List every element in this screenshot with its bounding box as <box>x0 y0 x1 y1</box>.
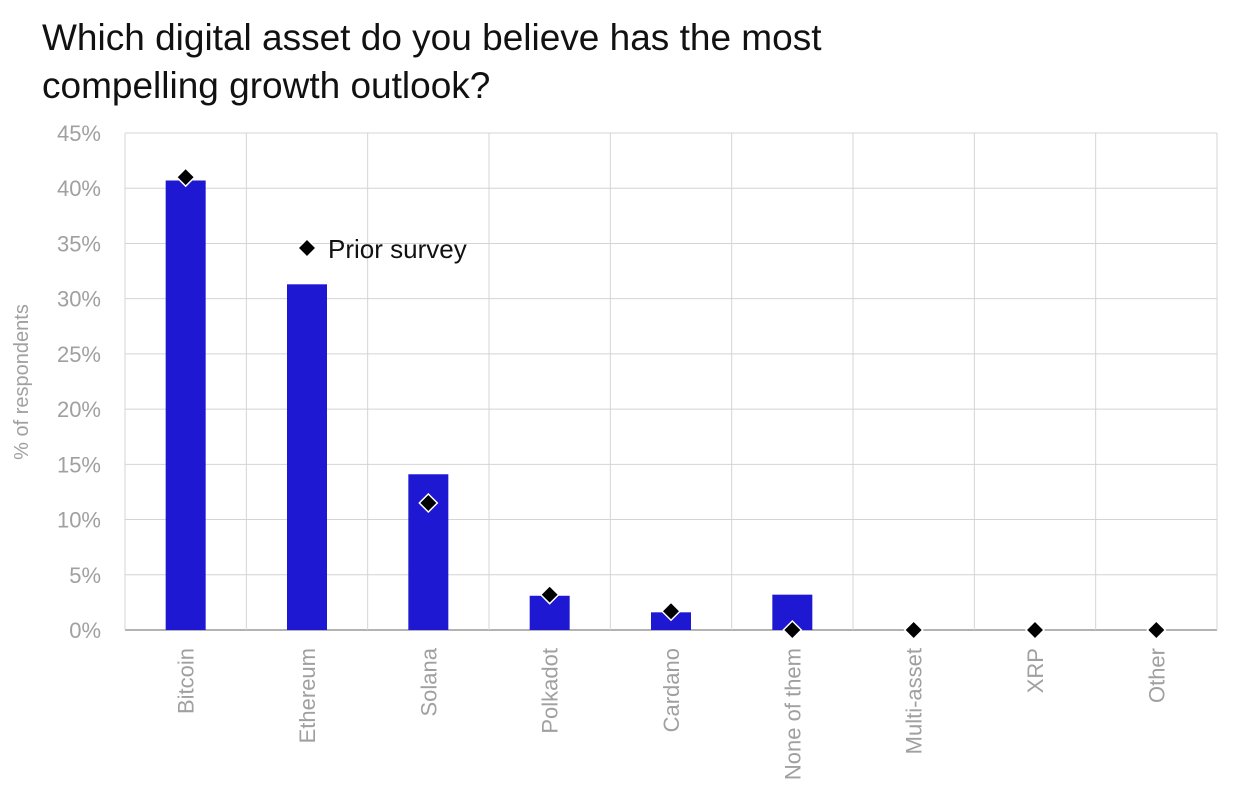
prior-survey-marker <box>1146 619 1167 641</box>
bar-bitcoin <box>165 180 206 631</box>
y-tick-label: 5% <box>69 563 101 588</box>
x-tick-label: None of them <box>780 648 805 780</box>
x-tick-label: Ethereum <box>295 648 320 743</box>
y-tick-label: 45% <box>57 121 101 146</box>
prior-survey-marker <box>1024 619 1046 641</box>
x-tick-label: Bitcoin <box>174 648 199 714</box>
x-tick-label: Other <box>1144 648 1169 703</box>
y-tick-label: 15% <box>57 452 101 477</box>
prior-survey-marker <box>418 492 439 514</box>
x-tick-label: Cardano <box>659 648 684 732</box>
x-tick-label: Multi-asset <box>902 648 927 754</box>
prior-survey-markers <box>175 167 1167 641</box>
legend-diamond-marker <box>296 237 318 259</box>
y-tick-label: 40% <box>57 176 101 201</box>
x-tick-label: Polkadot <box>538 648 563 734</box>
y-tick-label: 30% <box>57 287 101 312</box>
prior-survey-marker <box>782 619 803 641</box>
x-tick-label: Solana <box>416 647 441 716</box>
x-tick-label: XRP <box>1023 648 1048 693</box>
prior-survey-marker <box>175 167 196 188</box>
legend-label: Prior survey <box>328 234 467 264</box>
x-axis-labels: Bitcoin Ethereum Solana Polkadot Cardano None… <box>174 647 1170 780</box>
chart-title: Which digital asset do you believe has t… <box>42 17 822 106</box>
legend: Prior survey <box>296 234 467 264</box>
y-tick-label: 0% <box>69 618 101 643</box>
prior-survey-marker <box>660 601 682 622</box>
prior-survey-marker <box>539 584 560 605</box>
y-tick-label: 25% <box>57 342 101 367</box>
bars <box>165 180 813 631</box>
prior-survey-marker <box>903 619 924 641</box>
bar-ethereum <box>287 284 327 630</box>
y-tick-label: 35% <box>57 231 101 256</box>
y-tick-label: 10% <box>57 508 101 533</box>
y-axis-ticks: 0% 5% 10% 15% 20% 25% 30% 35% 40% 45% <box>57 121 101 643</box>
y-tick-label: 20% <box>57 397 101 422</box>
y-axis-label: % of respondents <box>11 304 33 460</box>
